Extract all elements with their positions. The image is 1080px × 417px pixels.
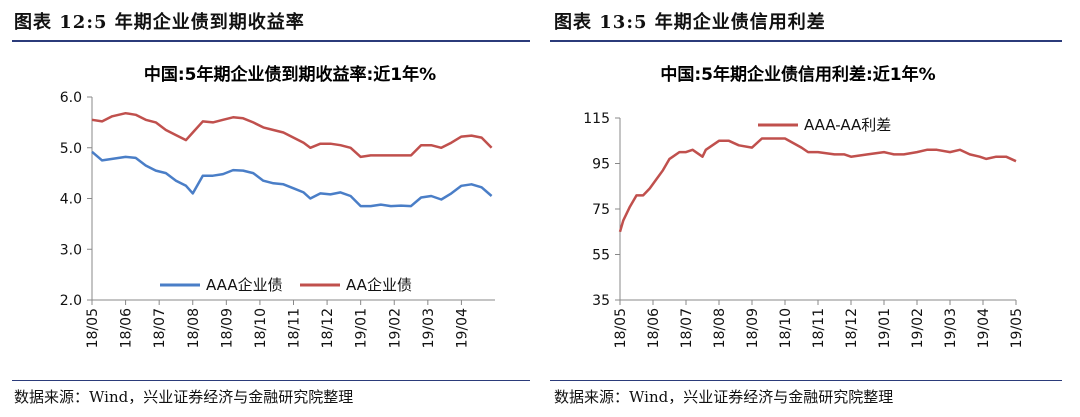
- x-tick-label: 19/04: [976, 308, 992, 348]
- x-tick-label: 19/03: [421, 308, 437, 348]
- left-source-note: 数据来源：Wind，兴业证券经济与金融研究院整理: [14, 388, 354, 406]
- y-tick-label: 3.0: [60, 242, 82, 258]
- x-tick-label: 19/04: [454, 308, 470, 348]
- legend-label: AAA-AA利差: [804, 116, 891, 134]
- series-line-0: [618, 137, 1017, 233]
- y-tick-label: 95: [592, 157, 610, 173]
- x-tick-label: 19/02: [387, 308, 403, 348]
- right-top-rule: [550, 40, 1062, 42]
- legend-label: AA企业债: [346, 276, 412, 294]
- x-tick-label: 18/08: [712, 308, 728, 348]
- x-tick-label: 18/06: [119, 308, 135, 348]
- y-tick-label: 5.0: [60, 141, 82, 157]
- right-source-note: 数据来源：Wind，兴业证券经济与金融研究院整理: [554, 388, 894, 406]
- x-tick-label: 18/09: [745, 308, 761, 348]
- y-tick-label: 4.0: [60, 192, 82, 208]
- x-tick-label: 18/10: [253, 308, 269, 348]
- x-tick-label: 18/06: [646, 308, 662, 348]
- x-tick-label: 19/02: [910, 308, 926, 348]
- chart-title: 中国:5年期企业债到期收益率:近1年%: [144, 64, 436, 85]
- x-tick-label: 18/09: [219, 308, 235, 348]
- y-tick-label: 2.0: [60, 293, 82, 309]
- x-tick-label: 18/12: [844, 308, 860, 348]
- x-tick-label: 18/10: [778, 308, 794, 348]
- x-tick-label: 18/07: [679, 308, 695, 348]
- left-bottom-rule: [12, 380, 530, 381]
- right-panel-heading: 图表 13:5 年期企业债信用利差: [554, 12, 826, 33]
- x-tick-label: 18/11: [811, 308, 827, 348]
- x-tick-label: 18/11: [287, 308, 303, 348]
- y-tick-label: 55: [592, 248, 610, 264]
- right-bottom-rule: [550, 380, 1062, 381]
- left-panel: 图表 12:5 年期企业债到期收益率 中国:5年期企业债到期收益率:近1年% 2.…: [0, 0, 530, 417]
- left-top-rule: [12, 40, 530, 42]
- spread-chart: 中国:5年期企业债信用利差:近1年% 35 55 75 95 115 18/05 18/06 1…: [583, 64, 1025, 348]
- x-tick-label: 19/05: [1009, 308, 1025, 348]
- x-tick-label: 18/05: [85, 308, 101, 348]
- yield-chart: 中国:5年期企业债到期收益率:近1年% 2.0 3.0 4.0 5.0 6.0 18/05 1…: [60, 64, 495, 348]
- legend-label: AAA企业债: [206, 276, 283, 294]
- y-tick-label: 115: [583, 111, 610, 127]
- left-panel-heading: 图表 12:5 年期企业债到期收益率: [14, 12, 305, 33]
- x-tick-label: 18/08: [186, 308, 202, 348]
- y-tick-label: 35: [592, 293, 610, 309]
- series-line-0: [91, 150, 493, 208]
- x-tick-label: 19/03: [943, 308, 959, 348]
- chart-title: 中国:5年期企业债信用利差:近1年%: [660, 64, 935, 85]
- x-tick-label: 19/01: [354, 308, 370, 348]
- y-tick-label: 75: [592, 202, 610, 218]
- x-tick-label: 18/07: [152, 308, 168, 348]
- x-tick-label: 18/12: [320, 308, 336, 348]
- x-tick-label: 19/01: [877, 308, 893, 348]
- y-tick-label: 6.0: [60, 90, 82, 106]
- x-tick-label: 18/05: [613, 308, 629, 348]
- right-panel: 图表 13:5 年期企业债信用利差 中国:5年期企业债信用利差:近1年% 35 55…: [548, 0, 1080, 417]
- series-line-1: [91, 111, 493, 159]
